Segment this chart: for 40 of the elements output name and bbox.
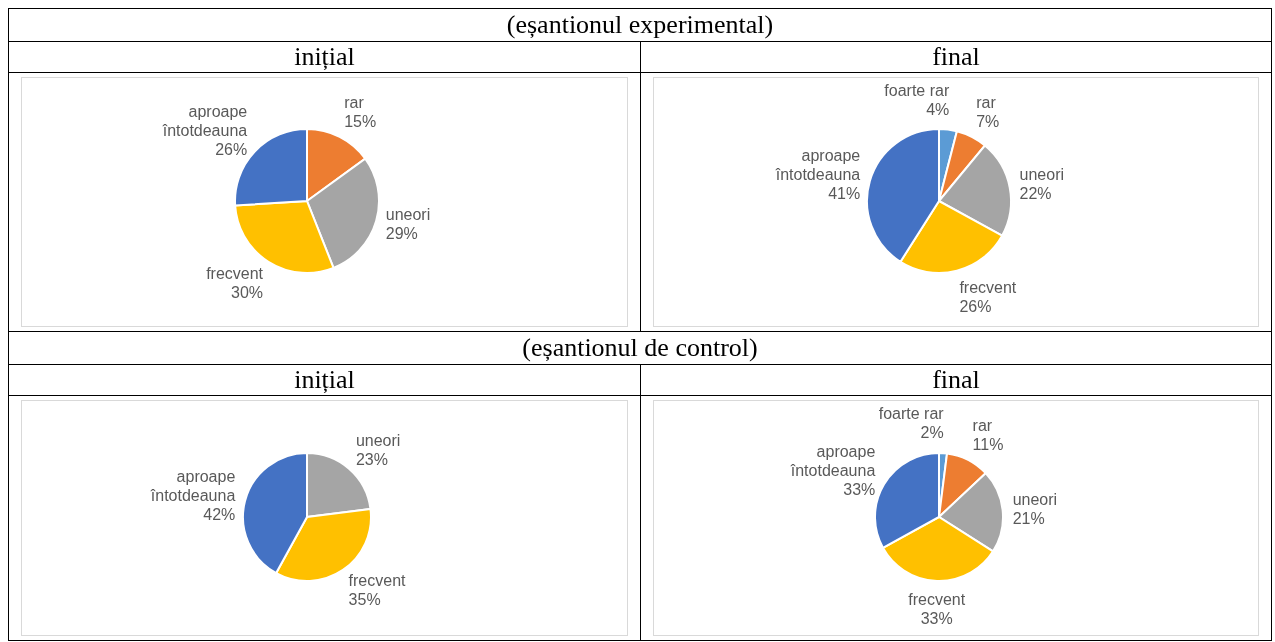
data-label: 2% [920,424,944,442]
data-label: 21% [1012,509,1045,527]
slice-label: foarte rar [878,405,945,423]
data-label: 41% [828,185,861,203]
slice-label: aproape întotdeauna [161,103,248,140]
data-label: 35% [348,591,381,609]
data-label: 26% [215,141,248,159]
slice-label: aproape întotdeauna [149,468,236,505]
slice-label: frecvent [959,279,1017,297]
slice-label: rar [344,93,365,111]
data-label: 30% [231,283,264,301]
data-label: 15% [344,112,377,130]
data-label: 23% [355,450,388,468]
data-label: 26% [959,298,992,316]
slice-label: frecvent [908,590,966,608]
chart-title: inițial [9,42,640,73]
slice-label: frecvent [348,572,407,590]
chart-title: inițial [9,365,640,396]
slice-label: foarte rar [884,81,950,99]
data-label: 29% [385,225,418,243]
text: (eșantionul de control) [9,332,1271,365]
slice-label: rar [976,93,997,111]
slice-label: rar [972,416,993,434]
data-label: 22% [1019,184,1052,202]
slice-label: aproape întotdeauna [789,443,876,480]
chart-title: final [641,365,1271,396]
data-label: 42% [203,506,236,524]
data-label: 7% [976,112,1000,130]
slice-label: uneori [385,206,431,224]
data-label: 11% [972,435,1004,453]
data-label: 4% [926,100,950,118]
data-label: 33% [843,481,876,499]
slice-label: uneori [1019,165,1065,183]
slice-label: uneori [1012,490,1058,508]
text: (eșantionul experimental) [9,9,1271,42]
chart-title: final [641,42,1271,73]
slice-label: frecvent [206,264,264,282]
data-label: 33% [920,609,953,627]
slice-label: uneori [355,431,401,449]
slice-label: aproape întotdeauna [774,147,861,184]
